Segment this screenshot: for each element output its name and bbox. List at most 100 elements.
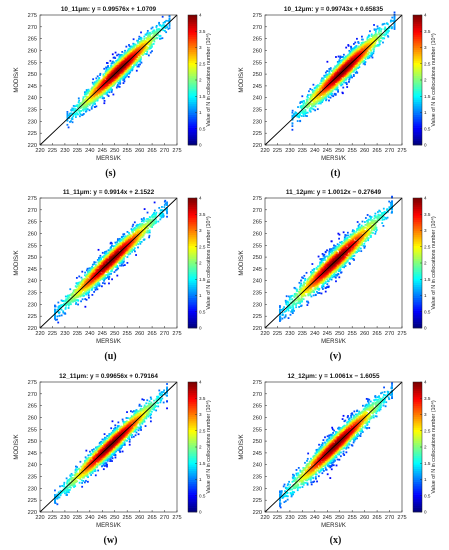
scatter-point (315, 100, 317, 103)
colorbar-tick-label: 3.5 (199, 29, 206, 34)
scatter-point (105, 83, 108, 85)
scatter-point (166, 201, 168, 204)
scatter-point (103, 67, 106, 70)
scatter-point (300, 106, 303, 109)
scatter-point (118, 237, 121, 240)
scatter-point (123, 75, 126, 77)
scatter-point (129, 63, 132, 65)
scatter-point (75, 301, 78, 304)
scatter-point (97, 248, 100, 251)
scatter-point (121, 76, 124, 79)
scatter-point (303, 110, 306, 113)
scatter-point (314, 97, 317, 100)
scatter-point (126, 256, 129, 258)
scatter-point (122, 82, 125, 85)
colorbar-segment (188, 110, 197, 113)
scatter-point (345, 64, 347, 67)
scatter-point (84, 103, 87, 106)
scatter-point (392, 20, 394, 22)
scatter-point (158, 21, 160, 24)
scatter-point (372, 50, 375, 53)
colorbar-segment (413, 75, 422, 79)
scatter-point (97, 96, 100, 99)
scatter-point (98, 90, 101, 93)
scatter-point (359, 46, 362, 48)
colorbar-segment (413, 93, 422, 96)
scatter-point (299, 105, 302, 108)
scatter-point (306, 100, 309, 103)
scatter-point (393, 11, 396, 14)
scatter-point (312, 108, 315, 111)
scatter-point (354, 71, 357, 74)
scatter-point (161, 213, 164, 216)
colorbar-segment (188, 41, 197, 44)
scatter-point (124, 69, 127, 72)
colorbar-segment (188, 47, 197, 50)
colorbar-segment (188, 77, 197, 81)
scatter-point (89, 102, 92, 105)
scatter-point (328, 77, 331, 80)
scatter-point (64, 295, 67, 298)
colorbar-label: Value of N in collocations number (10⁴) (431, 33, 437, 127)
scatter-point (352, 69, 355, 72)
scatter-point (291, 109, 294, 112)
scatter-point (116, 238, 119, 241)
colorbar-tick-label: 1 (199, 110, 202, 115)
scatter-point (116, 268, 118, 271)
scatter-point (95, 82, 98, 85)
scatter-point (376, 45, 378, 47)
x-tick-label: 245 (98, 148, 107, 154)
scatter-point (291, 128, 294, 131)
colorbar-segment (188, 121, 197, 124)
scatter-point (126, 58, 129, 61)
scatter-point (91, 265, 93, 268)
scatter-point (319, 96, 322, 99)
scatter-point (148, 236, 151, 239)
scatter-point (360, 56, 363, 59)
scatter-point (137, 50, 139, 53)
colorbar-segment (413, 116, 422, 120)
scatter-point (123, 70, 126, 73)
x-axis-label: MERSI/K (321, 156, 346, 162)
scatter-point (326, 60, 329, 63)
scatter-point (334, 68, 337, 71)
scatter-point (113, 61, 115, 64)
scatter-point (110, 84, 112, 87)
scatter-point (380, 28, 383, 31)
colorbar-segment (188, 86, 197, 89)
scatter-point (312, 83, 315, 86)
scatter-point (312, 91, 314, 93)
scatter-point (166, 211, 168, 214)
colorbar-segment (188, 71, 197, 74)
axes-frame (39, 14, 178, 146)
scatter-point (322, 94, 325, 97)
scatter-point (95, 85, 98, 88)
scatter-point (96, 96, 99, 99)
scatter-point (125, 60, 128, 63)
scatter-point (155, 24, 158, 27)
scatter-point (364, 57, 367, 60)
scatter-point (148, 234, 151, 237)
y-tick-label: 260 (28, 48, 37, 54)
scatter-point (96, 75, 99, 78)
scatter-point (90, 99, 92, 102)
colorbar-tick-label: 0 (424, 143, 427, 148)
scatter-point (376, 25, 379, 28)
scatter-point (118, 79, 121, 82)
scatter-point (344, 81, 347, 84)
scatter-point (88, 90, 90, 92)
colorbar-segment (413, 80, 422, 83)
scatter-point (76, 105, 79, 107)
scatter-point (108, 282, 110, 285)
scatter-point (348, 76, 351, 79)
scatter-point (315, 102, 318, 104)
y-tick-label: 270 (253, 25, 262, 31)
scatter-point (66, 113, 69, 116)
scatter-point (372, 52, 375, 55)
colorbar-segment (188, 17, 197, 20)
scatter-point (143, 208, 146, 210)
scatter-point (137, 246, 139, 249)
scatter-point (115, 61, 118, 63)
scatter-point (116, 85, 119, 88)
scatter-point (120, 236, 123, 239)
